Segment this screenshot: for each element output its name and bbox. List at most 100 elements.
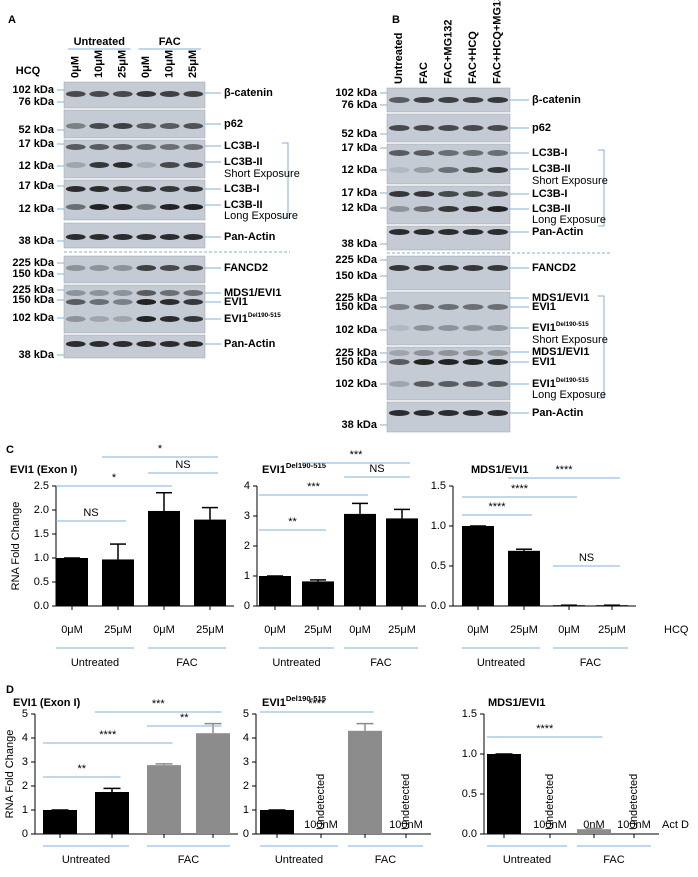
marker-label: 17 kDa	[342, 187, 378, 199]
blot-strip	[63, 179, 206, 221]
protein-label-base: LC3B-I	[532, 188, 567, 200]
bracket	[598, 295, 605, 399]
blot-band	[159, 204, 180, 210]
blot-band	[487, 191, 509, 197]
x-tick-label: 0μM	[349, 624, 371, 636]
bar	[43, 810, 77, 834]
chart-title-base: MDS1/EVI1	[488, 697, 545, 709]
marker-label: 102 kDa	[12, 312, 54, 324]
bar	[302, 581, 334, 606]
chart-title: EVI1 (Exon I)	[13, 697, 81, 709]
marker-label: 225 kDa	[335, 347, 377, 359]
group-label: Untreated	[71, 657, 119, 669]
blot-band	[462, 97, 484, 103]
marker-label: 38 kDa	[342, 419, 378, 431]
blot-band	[112, 162, 133, 168]
blot-band	[413, 97, 435, 103]
blot-band	[462, 229, 484, 235]
panel-label: A	[8, 14, 16, 26]
significance-label: ***	[350, 449, 364, 461]
blot-band	[159, 186, 180, 192]
marker-label: 150 kDa	[335, 301, 377, 313]
blot-band	[159, 144, 180, 150]
bar	[462, 526, 494, 606]
blot-band	[183, 204, 204, 210]
blot-band	[112, 204, 133, 210]
lane-label: 10μM	[164, 50, 176, 78]
x-tick-label: 25μM	[510, 624, 538, 636]
marker-label: 102 kDa	[335, 324, 377, 336]
protein-label: LC3B-I	[532, 147, 567, 159]
blot-band	[462, 410, 484, 416]
chart-title: EVI1 (Exon I)	[10, 464, 78, 476]
chart-title-base: EVI1 (Exon I)	[10, 464, 78, 476]
group-label: Untreated	[477, 657, 525, 669]
blot-band	[136, 186, 157, 192]
blot-band	[65, 123, 86, 129]
protein-label: Pan-Actin	[224, 231, 276, 243]
protein-label: LC3B-I	[224, 183, 259, 195]
x-tick-label: 0μM	[61, 624, 83, 636]
protein-label-base: MDS1/EVI1	[532, 292, 589, 304]
marker-label: 150 kDa	[335, 356, 377, 368]
blot-band	[136, 341, 157, 347]
error-bar	[103, 787, 121, 792]
group-label: Untreated	[503, 854, 551, 866]
blot-band	[388, 381, 410, 387]
protein-label-base: MDS1/EVI1	[532, 346, 589, 358]
blot-band	[89, 265, 110, 271]
blot-band	[183, 341, 204, 347]
blot-band	[65, 186, 86, 192]
blot-band	[159, 265, 180, 271]
significance-label: ****	[536, 723, 554, 735]
protein-label-base: Pan-Actin	[224, 231, 276, 243]
blot-band	[388, 125, 410, 131]
chart-title-base: EVI1 (Exon I)	[13, 697, 81, 709]
blot-band	[438, 97, 459, 103]
significance-label: ****	[555, 464, 573, 476]
blot-band	[112, 290, 133, 296]
blot-strip	[63, 284, 206, 334]
y-tick-label: 3	[22, 756, 28, 768]
protein-label: EVI1Del190-515	[532, 377, 589, 390]
blot-band	[183, 186, 204, 192]
blot-band	[438, 150, 459, 156]
bracket	[282, 142, 289, 219]
y-tick-label: 4	[243, 732, 249, 744]
protein-label: LC3B-II	[224, 156, 263, 168]
blot-band	[89, 123, 110, 129]
error-bar	[585, 827, 603, 830]
blot-band	[487, 206, 509, 212]
marker-label: 12 kDa	[342, 202, 378, 214]
blot-band	[388, 359, 410, 365]
protein-label-sup: Del190-515	[556, 377, 589, 384]
blot-band	[112, 316, 133, 322]
blot-band	[388, 229, 410, 235]
y-tick-label: 1.5	[34, 528, 49, 540]
protein-label: EVI1Del190-515	[224, 312, 281, 325]
group-label: Untreated	[62, 854, 110, 866]
group-label: FAC	[159, 36, 181, 48]
marker-label: 17 kDa	[19, 138, 55, 150]
protein-label-base: EVI1	[532, 322, 556, 334]
bar	[348, 730, 382, 834]
y-tick-label: 0	[243, 828, 249, 840]
blot-band	[487, 350, 509, 356]
protein-label: LC3B-II	[532, 163, 571, 175]
marker-label: 52 kDa	[342, 128, 378, 140]
panel-label: B	[392, 14, 400, 26]
blot-band	[183, 265, 204, 271]
x-tick-label: 0μM	[467, 624, 489, 636]
blot-band	[413, 410, 435, 416]
y-tick-label: 0.5	[34, 576, 49, 588]
exposure-note: Short Exposure	[532, 175, 608, 187]
blot-band	[65, 265, 86, 271]
lane-label: FAC+HCQ+MG132	[492, 0, 504, 84]
protein-label: p62	[532, 122, 551, 134]
blot-band	[388, 325, 410, 331]
blot-band	[89, 299, 110, 305]
blot-band	[462, 167, 484, 173]
protein-label: EVI1	[532, 356, 556, 368]
blot-band	[183, 234, 204, 240]
significance-label: ****	[511, 483, 529, 495]
